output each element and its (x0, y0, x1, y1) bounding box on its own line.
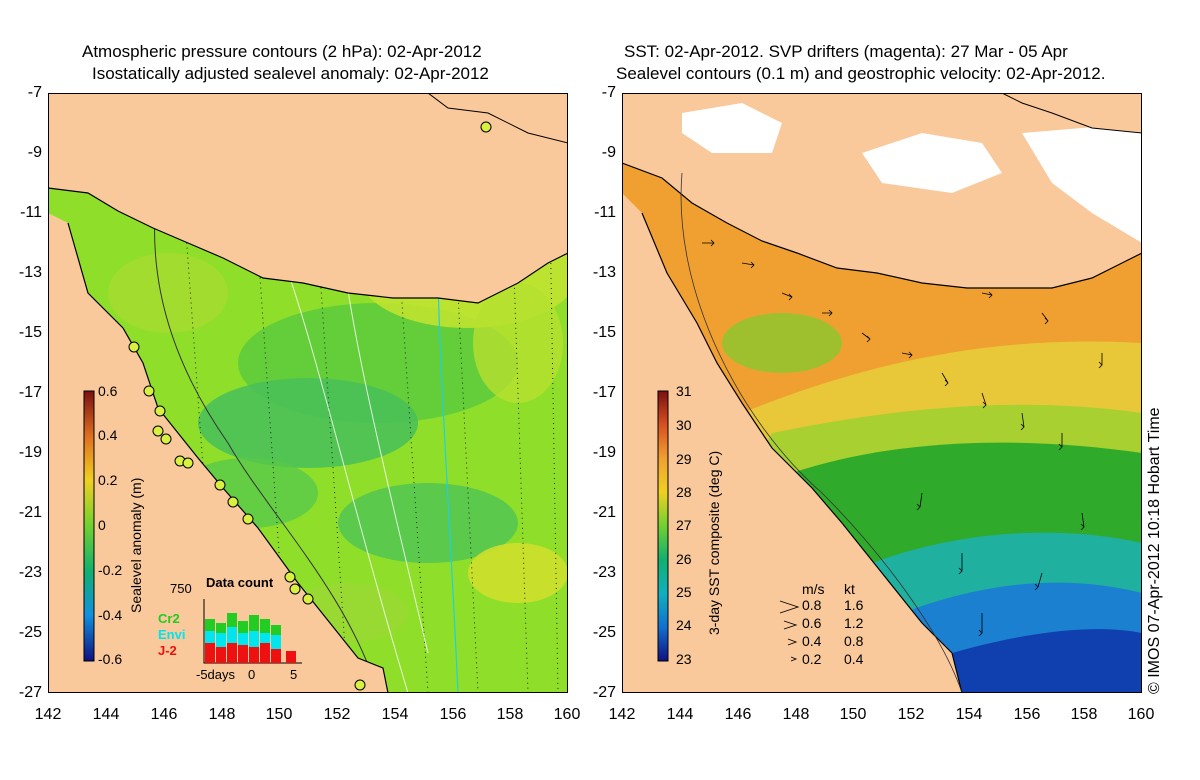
y-tick: -25 (592, 624, 616, 641)
x-tick: 160 (1127, 706, 1155, 723)
x-tick: 158 (496, 706, 524, 723)
sla-tick: -0.2 (98, 562, 123, 578)
left-title-line1: Atmospheric pressure contours (2 hPa): 0… (82, 42, 482, 61)
data-count-x-5: 5 (290, 667, 298, 682)
sst-tick: 30 (676, 417, 692, 433)
y-tick: -25 (18, 624, 42, 641)
x-tick: 154 (955, 706, 983, 723)
x-tick: 156 (1013, 706, 1041, 723)
y-tick: -19 (592, 444, 616, 461)
y-tick: -9 (601, 144, 616, 161)
sst-tick: 28 (676, 484, 692, 500)
sst-colorbar (657, 390, 669, 662)
x-tick: 148 (782, 706, 810, 723)
sla-tick: -0.4 (98, 607, 123, 623)
x-tick: 146 (724, 706, 752, 723)
imos-credit: © IMOS 07-Apr-2012 10:18 Hobart Time (1146, 407, 1163, 694)
tide-gauge-markers (128, 121, 492, 691)
velocity-key-kt: 1.6 (844, 597, 864, 613)
y-tick: -23 (18, 564, 42, 581)
sst-tick: 23 (676, 651, 692, 667)
x-tick: 154 (381, 706, 409, 723)
y-tick: -15 (18, 324, 42, 341)
velocity-key-ms: 0.6 (802, 615, 822, 631)
sla-tick: 0 (98, 517, 106, 533)
data-count-x-minus5: -5days (196, 667, 236, 682)
y-tick: -13 (18, 264, 42, 281)
velocity-key-kt: 0.4 (844, 651, 864, 667)
data-count-ymax: 750 (170, 581, 192, 596)
data-count-title: Data count (206, 575, 274, 590)
x-tick: 150 (839, 706, 867, 723)
y-tick: -27 (592, 684, 616, 701)
cloud-gaps (682, 103, 1142, 243)
legend-cr2: Cr2 (158, 611, 180, 626)
x-tick: 142 (608, 706, 636, 723)
velocity-key-ms-header: m/s (802, 581, 825, 597)
right-title-line1: SST: 02-Apr-2012. SVP drifters (magenta)… (624, 42, 1068, 61)
data-count-histogram (203, 599, 302, 664)
sla-tick: 0.6 (98, 383, 118, 399)
velocity-key-ms: 0.2 (802, 651, 822, 667)
y-tick: -7 (27, 84, 42, 101)
x-tick: 152 (897, 706, 925, 723)
y-tick: -13 (592, 264, 616, 281)
sla-colorbar-label: Sealevel anomaly (m) (128, 477, 144, 613)
sst-tick: 29 (676, 451, 692, 467)
sst-tick: 24 (676, 617, 692, 633)
legend-j2: J-2 (158, 643, 177, 658)
x-tick: 142 (34, 706, 62, 723)
geostrophic-velocity-arrows (702, 239, 1103, 637)
sla-tick: -0.6 (98, 651, 123, 667)
left-title-line2: Isostatically adjusted sealevel anomaly:… (92, 64, 489, 83)
sst-map: 31 30 29 28 27 26 25 24 23 3-day SST com… (622, 93, 1142, 693)
velocity-key-kt: 0.8 (844, 633, 864, 649)
x-tick: 156 (439, 706, 467, 723)
y-tick: -9 (27, 144, 42, 161)
y-tick: -21 (592, 504, 616, 521)
velocity-key-kt: 1.2 (844, 615, 864, 631)
velocity-key-ms: 0.8 (802, 597, 822, 613)
y-tick: -21 (18, 504, 42, 521)
x-tick: 150 (265, 706, 293, 723)
y-tick: -17 (18, 384, 42, 401)
right-title-line2: Sealevel contours (0.1 m) and geostrophi… (616, 64, 1106, 83)
x-tick: 146 (150, 706, 178, 723)
legend-envi: Envi (158, 627, 186, 642)
x-tick: 158 (1070, 706, 1098, 723)
x-tick: 144 (666, 706, 694, 723)
data-count-x-0: 0 (248, 667, 256, 682)
sla-tick: 0.2 (98, 472, 118, 488)
velocity-key-arrows (779, 600, 800, 662)
sealevel-colorbar (83, 390, 95, 662)
y-tick: -7 (601, 84, 616, 101)
y-tick: -27 (18, 684, 42, 701)
sla-tick: 0.4 (98, 427, 118, 443)
sst-tick: 26 (676, 551, 692, 567)
sst-colorbar-label: 3-day SST composite (deg C) (706, 450, 722, 635)
y-tick: -11 (594, 204, 616, 221)
x-tick: 148 (208, 706, 236, 723)
velocity-key-kt-header: kt (844, 581, 855, 597)
sealevel-anomaly-map: 0.6 0.4 0.2 0 -0.2 -0.4 -0.6 Sealevel an… (48, 93, 568, 693)
sst-tick: 27 (676, 517, 692, 533)
y-tick: -17 (592, 384, 616, 401)
x-tick: 160 (553, 706, 581, 723)
x-tick: 144 (92, 706, 120, 723)
y-tick: -15 (592, 324, 616, 341)
y-tick: -19 (18, 444, 42, 461)
y-tick: -11 (20, 204, 42, 221)
sst-tick: 31 (676, 383, 692, 399)
sst-tick: 25 (676, 584, 692, 600)
velocity-key-ms: 0.4 (802, 633, 822, 649)
y-tick: -23 (592, 564, 616, 581)
x-tick: 152 (323, 706, 351, 723)
